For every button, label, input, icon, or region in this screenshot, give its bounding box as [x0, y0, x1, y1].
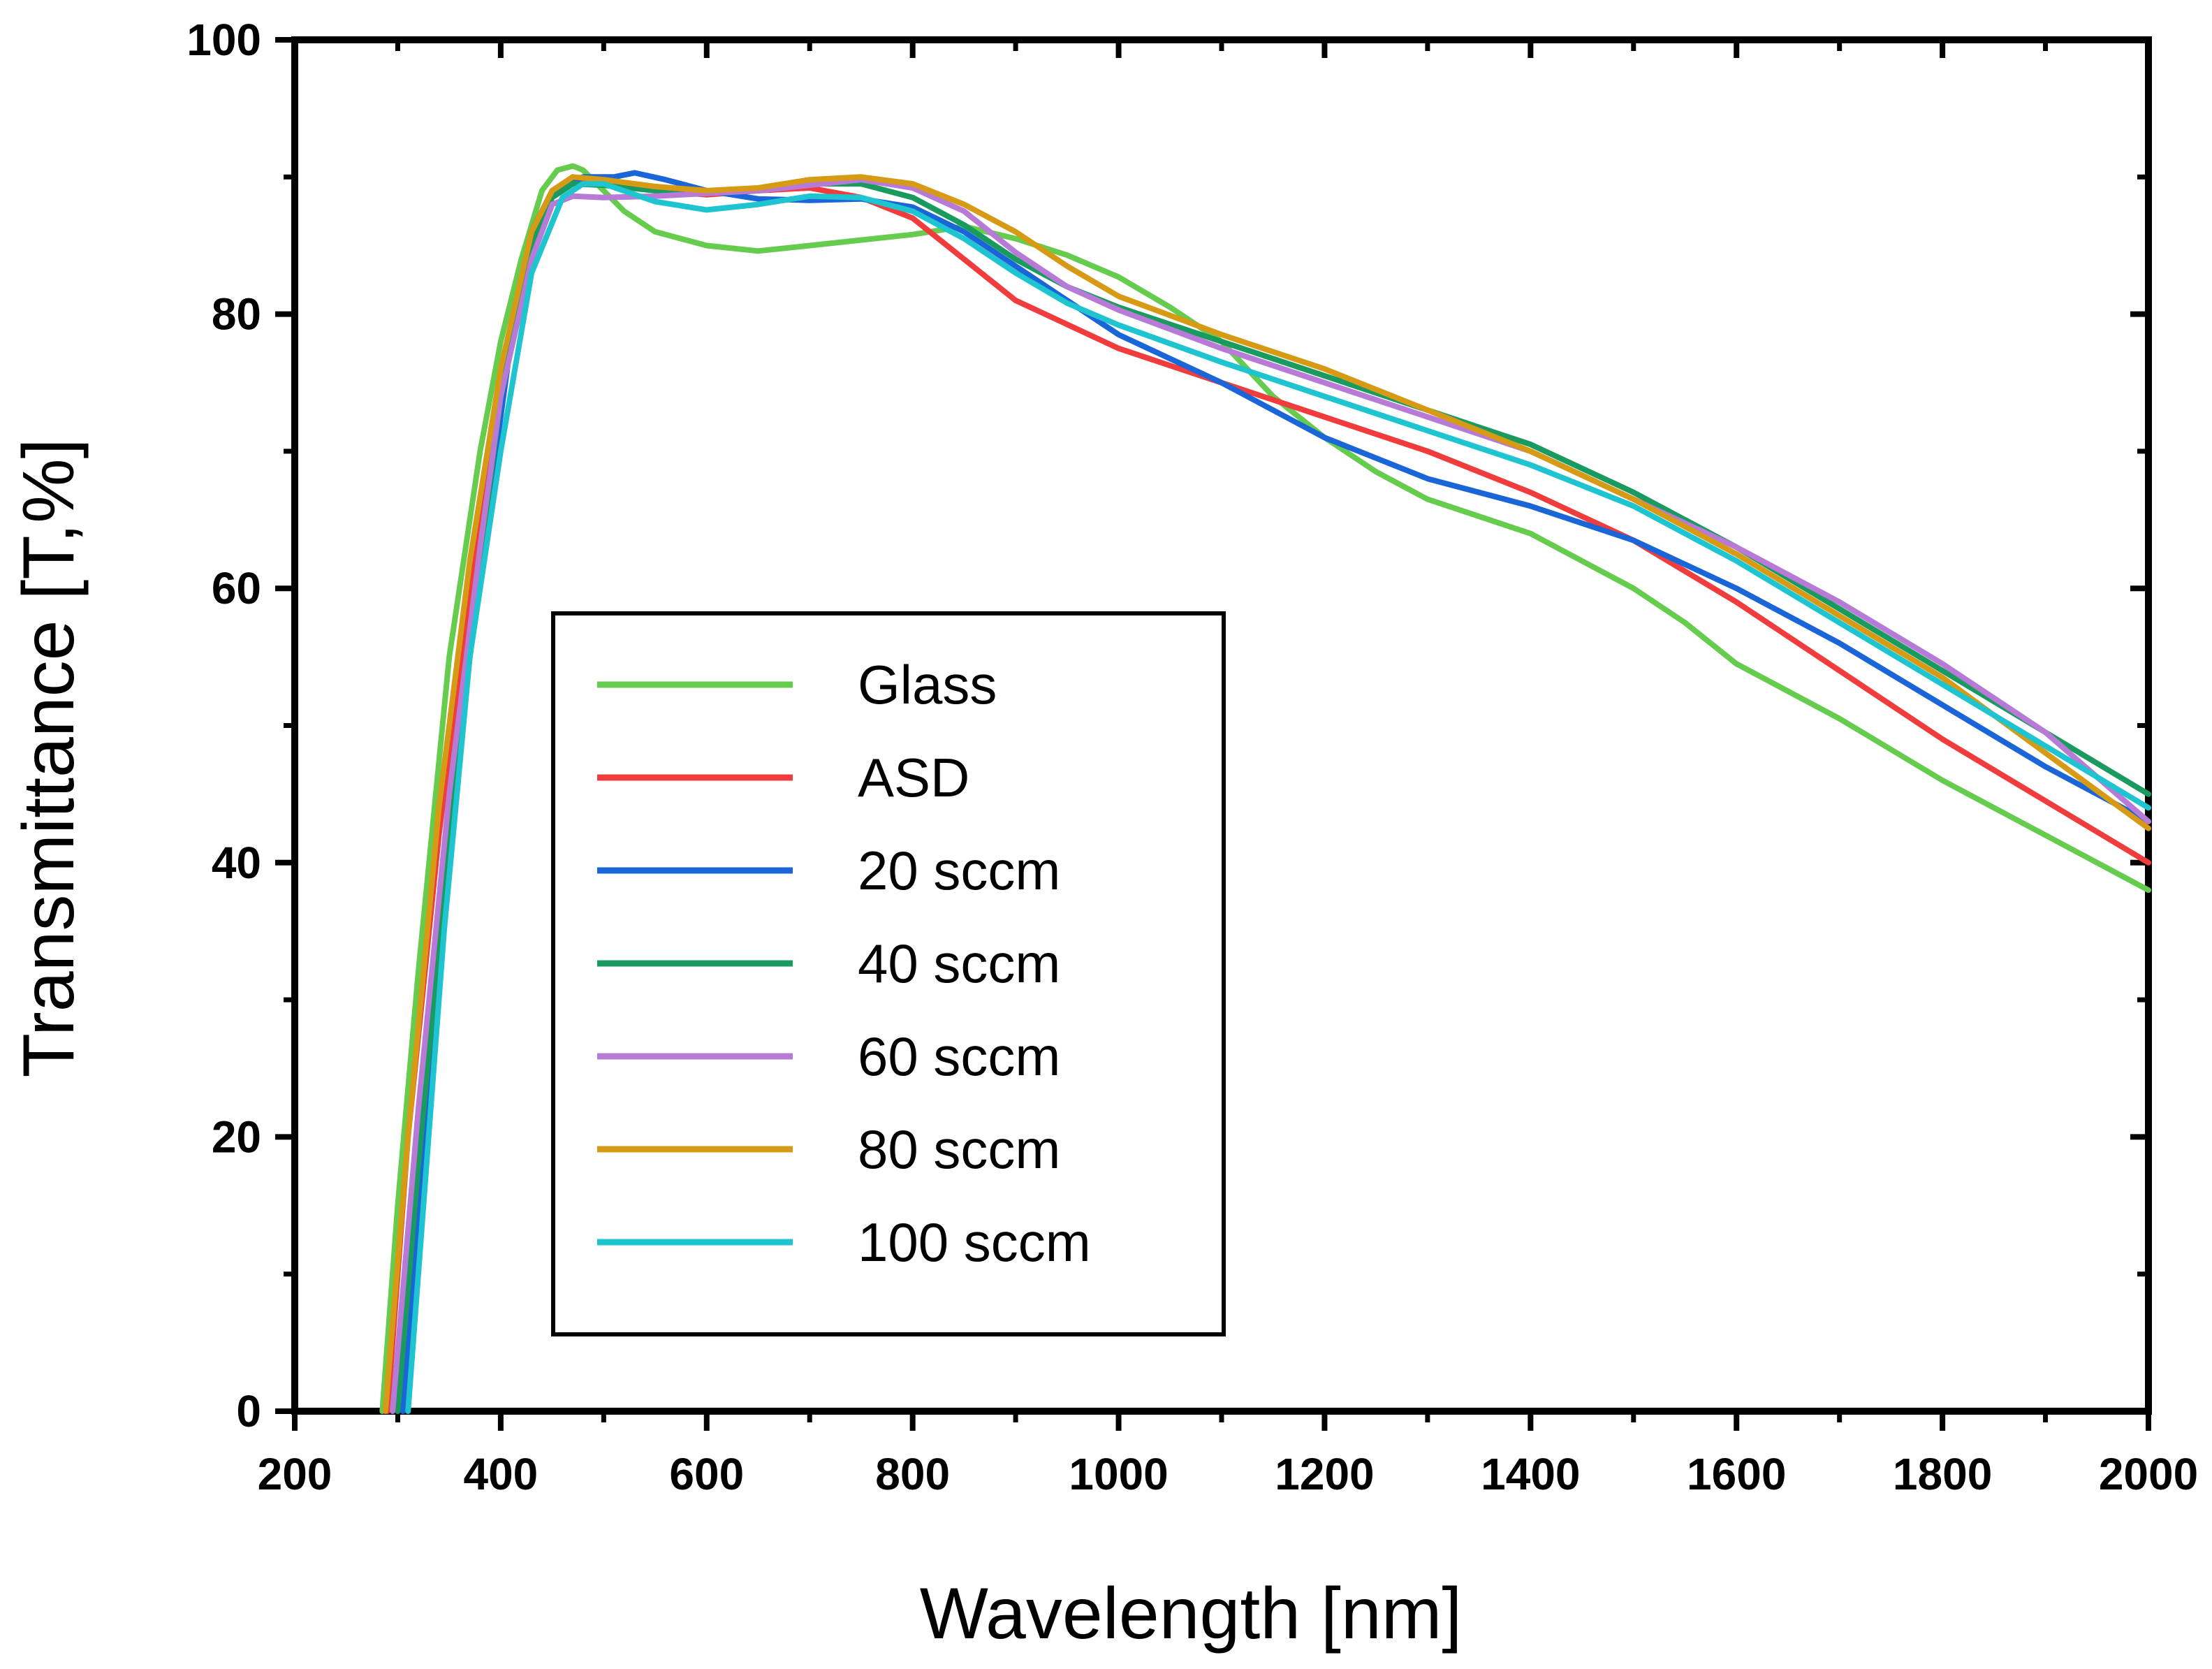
x-axis-title: Wavelength [nm]	[920, 1573, 1463, 1654]
x-tick-label: 1600	[1687, 1449, 1786, 1499]
x-tick-label: 200	[258, 1449, 332, 1499]
series-line-80-sccm	[382, 174, 2151, 1414]
series-line-100-sccm	[405, 181, 2151, 1414]
y-axis-title: Transmittance [T,%]	[8, 438, 89, 1077]
series-lines	[379, 163, 2151, 1414]
x-tick-label: 1000	[1069, 1449, 1168, 1499]
x-tick-label: 1400	[1481, 1449, 1580, 1499]
legend: Glass ASD 20 sccm 40 sccm 60 sccm 80 sccm 100 …	[551, 611, 1226, 1336]
x-tick-label: 800	[875, 1449, 950, 1499]
series-line-glass	[379, 163, 2151, 1414]
x-tick-label: 2000	[2099, 1449, 2198, 1499]
axis-tick-labels: 200 400 600 800 1000 1200 1400 1600 1800 2000 0 20 4…	[186, 15, 2198, 1499]
x-tick-label: 600	[669, 1449, 744, 1499]
legend-label: Glass	[858, 654, 997, 715]
x-tick-label: 1200	[1275, 1449, 1374, 1499]
axis-ticks	[275, 37, 2151, 1431]
legend-box	[551, 611, 1226, 1336]
y-tick-label: 40	[212, 838, 261, 888]
x-tick-label: 400	[463, 1449, 538, 1499]
y-tick-label: 60	[212, 563, 261, 613]
y-tick-label: 20	[212, 1112, 261, 1162]
y-tick-label: 0	[236, 1386, 261, 1436]
legend-label: 40 sccm	[858, 933, 1060, 994]
x-tick-label: 1800	[1893, 1449, 1992, 1499]
legend-label: ASD	[858, 747, 969, 808]
y-tick-label: 100	[186, 15, 261, 65]
legend-label: 100 sccm	[858, 1211, 1091, 1273]
legend-label: 80 sccm	[858, 1118, 1060, 1180]
y-tick-label: 80	[212, 289, 261, 340]
legend-label: 60 sccm	[858, 1026, 1060, 1087]
legend-entries: Glass ASD 20 sccm 40 sccm 60 sccm 80 sccm 100 …	[597, 654, 1091, 1273]
legend-label: 20 sccm	[858, 840, 1060, 901]
